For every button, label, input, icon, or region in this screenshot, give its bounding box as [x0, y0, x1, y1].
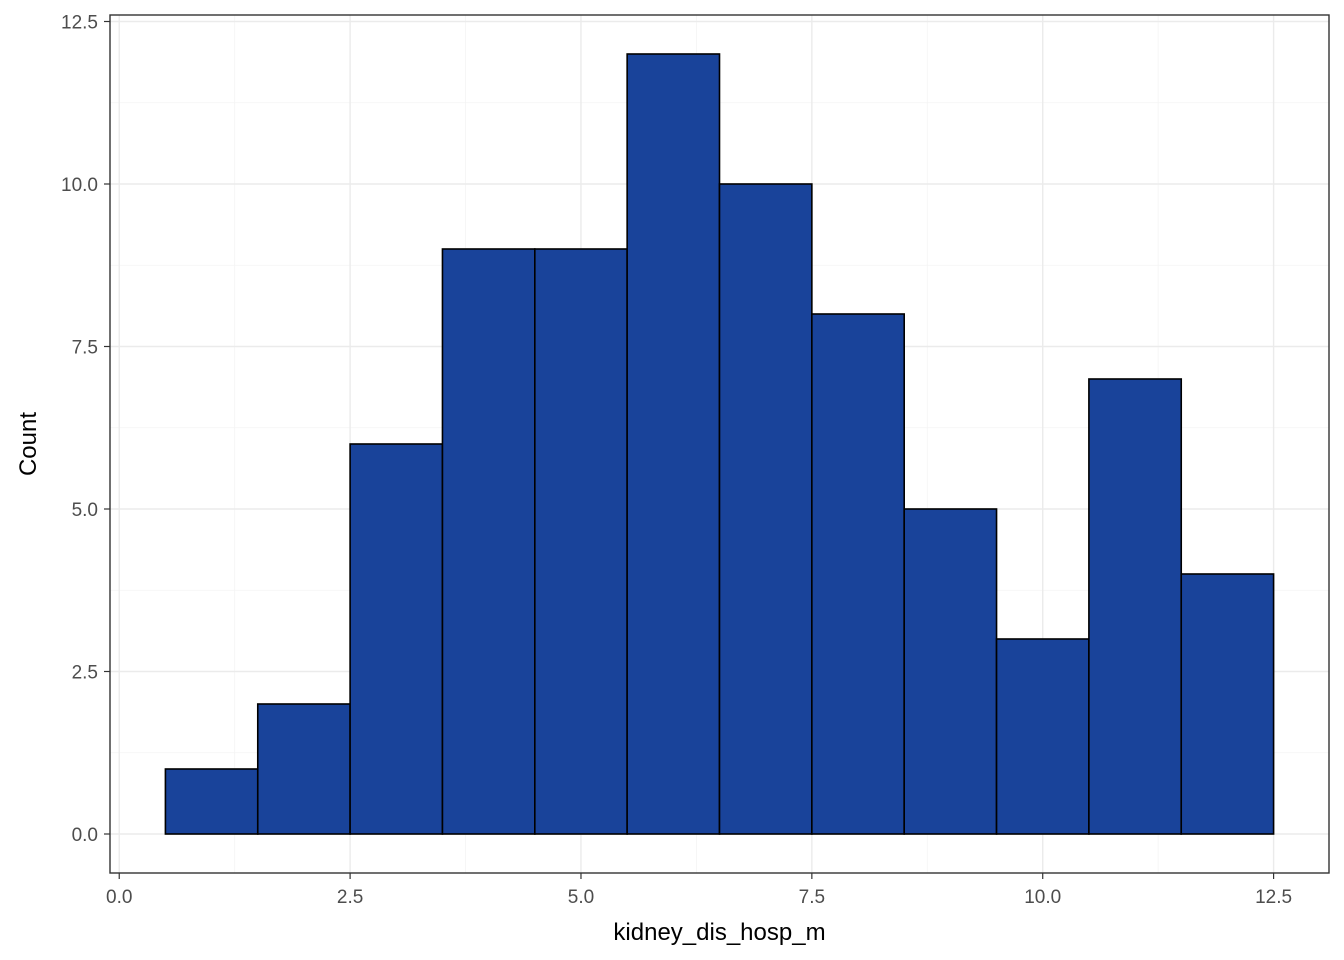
y-tick-label: 10.0	[61, 175, 98, 196]
histogram-bars	[164, 53, 1275, 835]
plot-panel-border	[109, 14, 1330, 874]
histogram-bar-5	[534, 248, 628, 835]
histogram-bar-9	[903, 508, 998, 835]
y-tick-label: 5.0	[72, 500, 98, 521]
y-tick-label: 12.5	[61, 13, 98, 34]
histogram-bar-1	[164, 768, 259, 835]
histogram-bar-8	[811, 313, 905, 835]
x-tick-label: 12.5	[1255, 887, 1292, 908]
x-tick-label: 5.0	[568, 887, 594, 908]
y-axis-title: Count	[15, 412, 42, 476]
histogram-bar-3	[349, 443, 444, 835]
y-tick-label: 7.5	[72, 338, 98, 359]
histogram-bar-10	[995, 638, 1090, 835]
x-tick-label: 7.5	[799, 887, 825, 908]
x-tick-label: 0.0	[106, 887, 132, 908]
histogram-bar-12	[1180, 573, 1275, 835]
histogram-bar-11	[1088, 378, 1183, 835]
histogram-bar-2	[256, 703, 351, 835]
y-tick-label: 2.5	[72, 663, 98, 684]
x-tick-label: 2.5	[337, 887, 363, 908]
histogram-bar-6	[626, 53, 721, 835]
x-axis-title: kidney_dis_hosp_m	[613, 919, 825, 946]
histogram-bar-4	[441, 248, 536, 835]
histogram-bar-7	[718, 183, 813, 835]
y-tick-label: 0.0	[72, 825, 98, 846]
x-tick-label: 10.0	[1024, 887, 1061, 908]
axes: 0.0 2.5 5.0 7.5 10.0 12.5 0.0 2.5 5.0 7.5 10.0 12.5	[61, 13, 1292, 909]
